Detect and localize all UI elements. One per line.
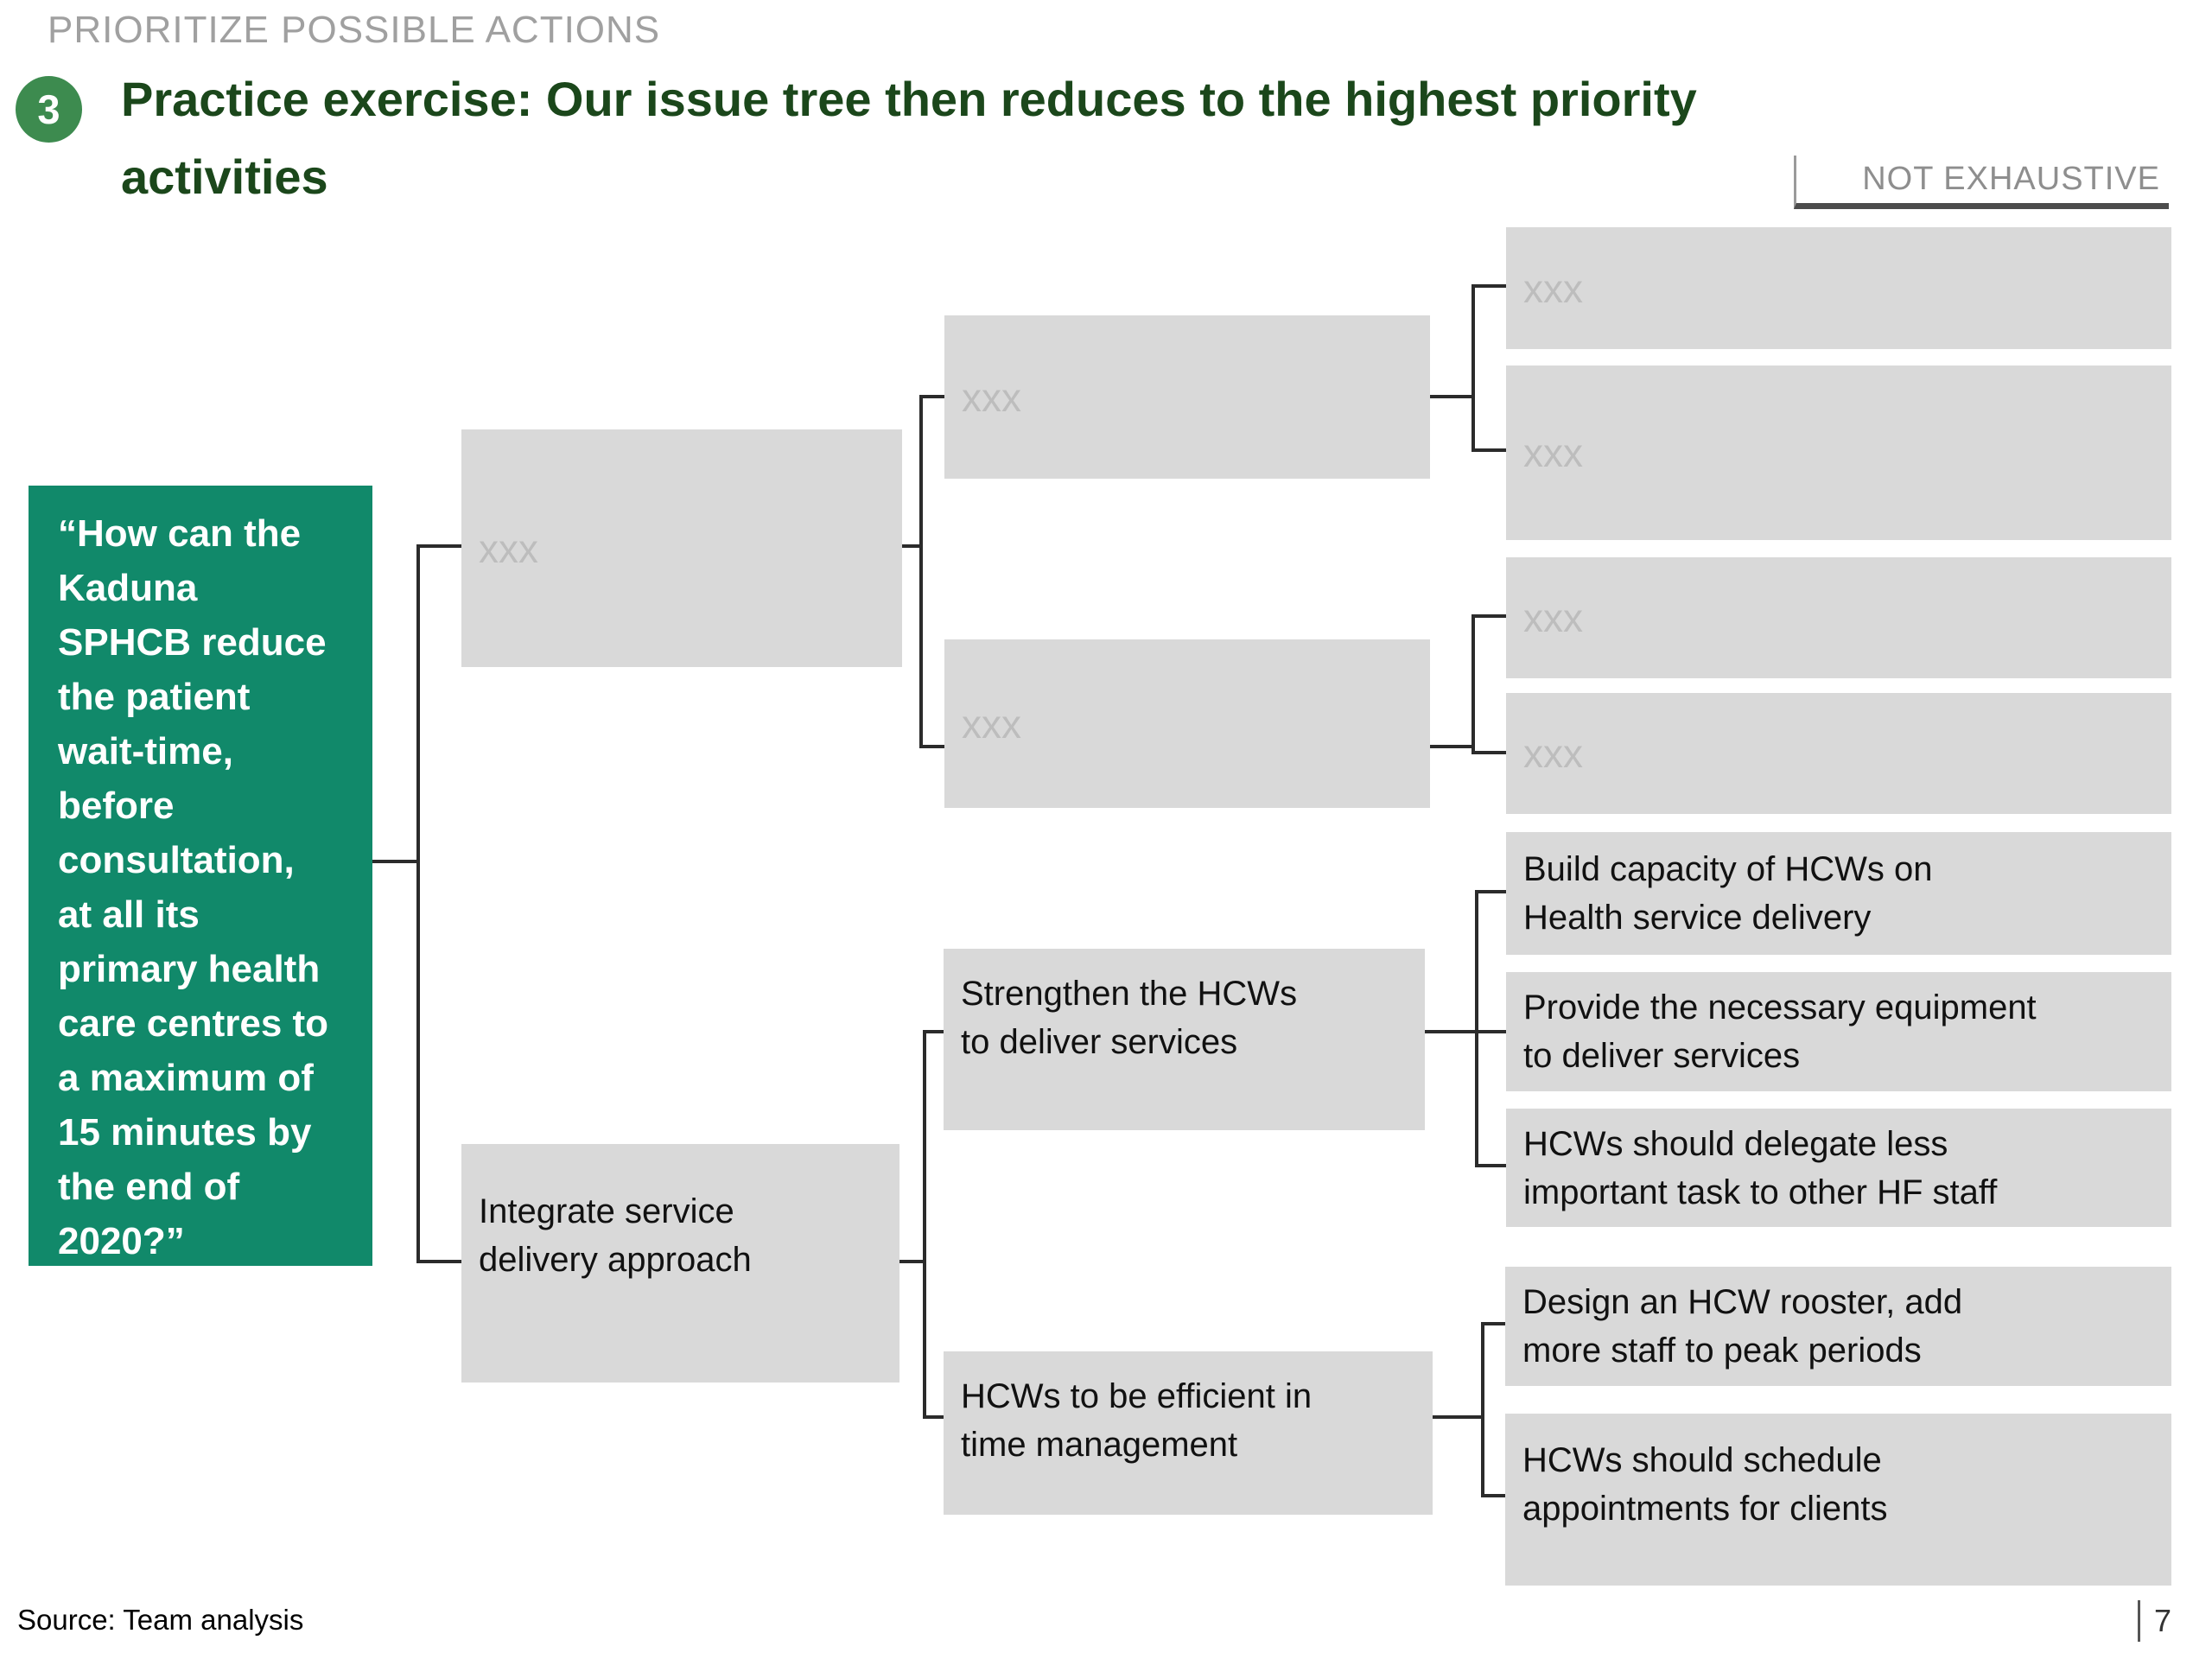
connector-line (416, 544, 420, 1263)
connector-line (1433, 1415, 1481, 1419)
tree-node-build-capacity: Build capacity of HCWs on Health service… (1506, 832, 2171, 955)
connector-line (923, 1030, 944, 1033)
connector-line (1471, 284, 1475, 452)
connector-line (1425, 1030, 1475, 1033)
connector-line (1475, 1030, 1506, 1033)
connector-line (1481, 1322, 1505, 1325)
tree-node-l3-placeholder-4: xxx (1506, 693, 2171, 814)
connector-line (1471, 614, 1506, 618)
connector-line (899, 1260, 926, 1263)
tree-node-l1-placeholder: xxx (461, 429, 902, 667)
source-note: Source: Team analysis (17, 1604, 304, 1636)
tree-node-hcws-efficient: HCWs to be efficient in time management (944, 1351, 1433, 1515)
connector-line (902, 544, 923, 548)
connector-line (1475, 890, 1506, 893)
connector-line (1481, 1494, 1505, 1497)
connector-line (1430, 745, 1475, 748)
connector-line (416, 1260, 461, 1263)
connector-line (923, 1415, 944, 1419)
connector-line (923, 1030, 926, 1419)
connector-line (1430, 395, 1475, 398)
connector-line (416, 544, 461, 548)
connector-line (1475, 890, 1478, 1167)
tree-node-design-roster: Design an HCW rooster, add more staff to… (1505, 1267, 2171, 1386)
page-number: 7 (2138, 1600, 2171, 1642)
connector-line (1471, 448, 1506, 452)
not-exhaustive-tag: NOT EXHAUSTIVE (1794, 156, 2169, 209)
connector-line (1471, 751, 1506, 754)
step-number-badge: 3 (16, 76, 82, 143)
tree-node-l3-placeholder-3: xxx (1506, 557, 2171, 678)
tree-node-l3-placeholder-1: xxx (1506, 227, 2171, 349)
connector-line (919, 745, 944, 748)
tree-node-schedule-appointments: HCWs should schedule appointments for cl… (1505, 1414, 2171, 1586)
tree-node-l2-placeholder-1: xxx (944, 315, 1430, 479)
connector-line (372, 860, 416, 863)
connector-line (919, 395, 923, 748)
root-question-box: “How can the Kaduna SPHCB reduce the pat… (29, 486, 372, 1266)
tree-node-l3-placeholder-2: xxx (1506, 365, 2171, 540)
connector-line (1475, 1164, 1506, 1167)
page-title: Practice exercise: Our issue tree then r… (121, 72, 1697, 204)
connector-line (1471, 284, 1506, 288)
connector-line (1481, 1322, 1484, 1497)
tree-node-delegate-tasks: HCWs should delegate less important task… (1506, 1109, 2171, 1227)
eyebrow-label: PRIORITIZE POSSIBLE ACTIONS (48, 9, 661, 51)
tree-node-strengthen-hcws: Strengthen the HCWs to deliver services (944, 949, 1425, 1130)
tree-node-l2-placeholder-2: xxx (944, 639, 1430, 808)
tree-node-provide-equipment: Provide the necessary equipment to deliv… (1506, 972, 2171, 1091)
connector-line (919, 395, 944, 398)
connector-line (1471, 614, 1475, 754)
tree-node-integrate-service: Integrate service delivery approach (461, 1144, 899, 1382)
